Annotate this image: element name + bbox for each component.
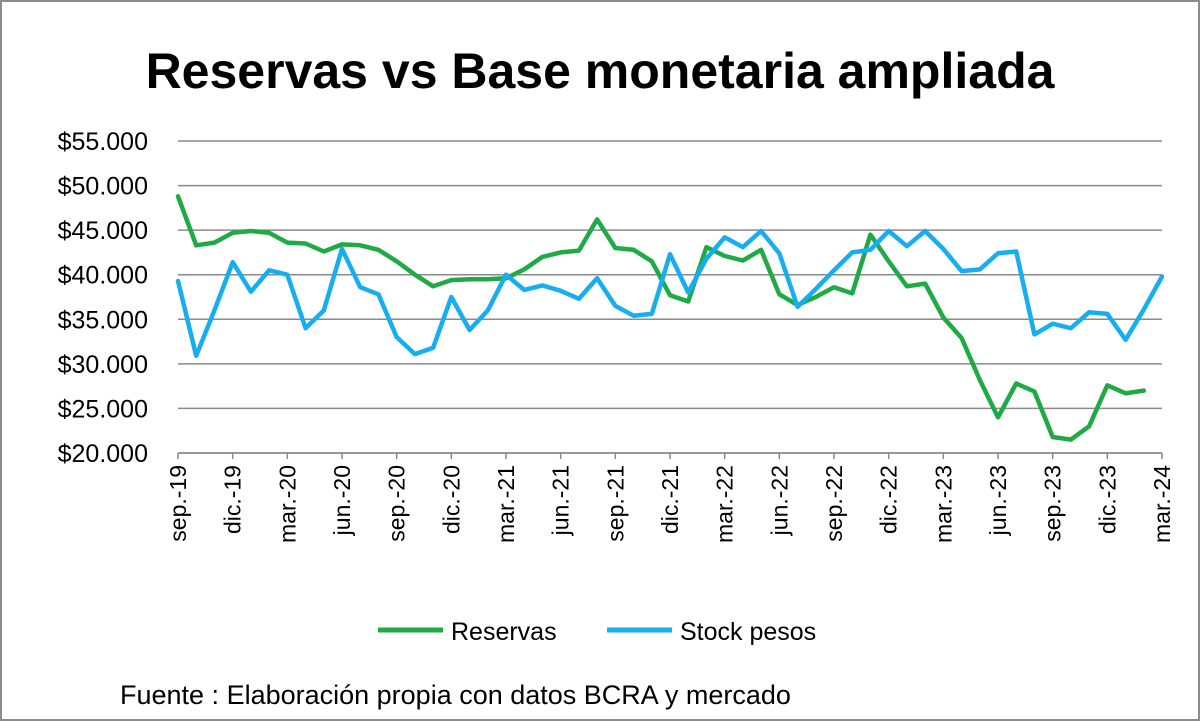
x-tick-label: sep.-19 xyxy=(165,465,191,542)
x-tick-label: mar.-21 xyxy=(493,465,519,543)
y-tick-label: $45.000 xyxy=(58,217,148,245)
x-tick-label: jun.-23 xyxy=(985,465,1011,536)
y-tick-label: $35.000 xyxy=(58,306,148,334)
x-tick-label: dic.-21 xyxy=(657,465,683,534)
x-tick-label: dic.-19 xyxy=(220,465,246,534)
x-tick-label: mar.-22 xyxy=(712,465,738,543)
y-tick-label: $55.000 xyxy=(58,128,148,156)
x-tick-label: jun.-22 xyxy=(766,465,792,536)
y-tick-label: $30.000 xyxy=(58,351,148,379)
legend-label-stock-pesos: Stock pesos xyxy=(680,618,816,646)
x-tick-label: mar.-23 xyxy=(930,465,956,543)
x-axis: sep.-19 dic.-19 mar.-20 jun.-20 sep.-20 dic.-… xyxy=(165,452,1175,543)
y-tick-label: $20.000 xyxy=(58,440,148,468)
source-note: Fuente : Elaboración propia con datos BC… xyxy=(120,680,791,710)
x-tick-label: dic.-23 xyxy=(1094,465,1120,534)
x-tick-label: jun.-20 xyxy=(329,465,355,536)
y-tick-label: $25.000 xyxy=(58,395,148,423)
y-tick-label: $40.000 xyxy=(58,262,148,290)
x-tick-label: dic.-22 xyxy=(876,465,902,534)
x-tick-label: mar.-24 xyxy=(1149,465,1175,543)
x-tick-label: sep.-20 xyxy=(384,465,410,542)
chart-title: Reservas vs Base monetaria ampliada xyxy=(146,43,1056,99)
y-tick-label: $50.000 xyxy=(58,173,148,201)
x-tick-label: mar.-20 xyxy=(274,465,300,543)
series-line-reservas xyxy=(175,194,1147,442)
x-tick-label: dic.-20 xyxy=(438,465,464,534)
legend-label-reservas: Reservas xyxy=(451,618,557,646)
legend: Reservas Stock pesos xyxy=(378,618,816,646)
x-tick-label: jun.-21 xyxy=(548,465,574,536)
series-lines xyxy=(175,194,1165,442)
x-tick-label: sep.-22 xyxy=(821,465,847,542)
y-axis-ticks: $20.000 $25.000 $30.000 $35.000 $40.000 $45.0… xyxy=(58,128,148,468)
x-tick-label: sep.-23 xyxy=(1040,465,1066,542)
x-tick-label: sep.-21 xyxy=(602,465,628,542)
series-line-stock-pesos xyxy=(175,228,1165,359)
